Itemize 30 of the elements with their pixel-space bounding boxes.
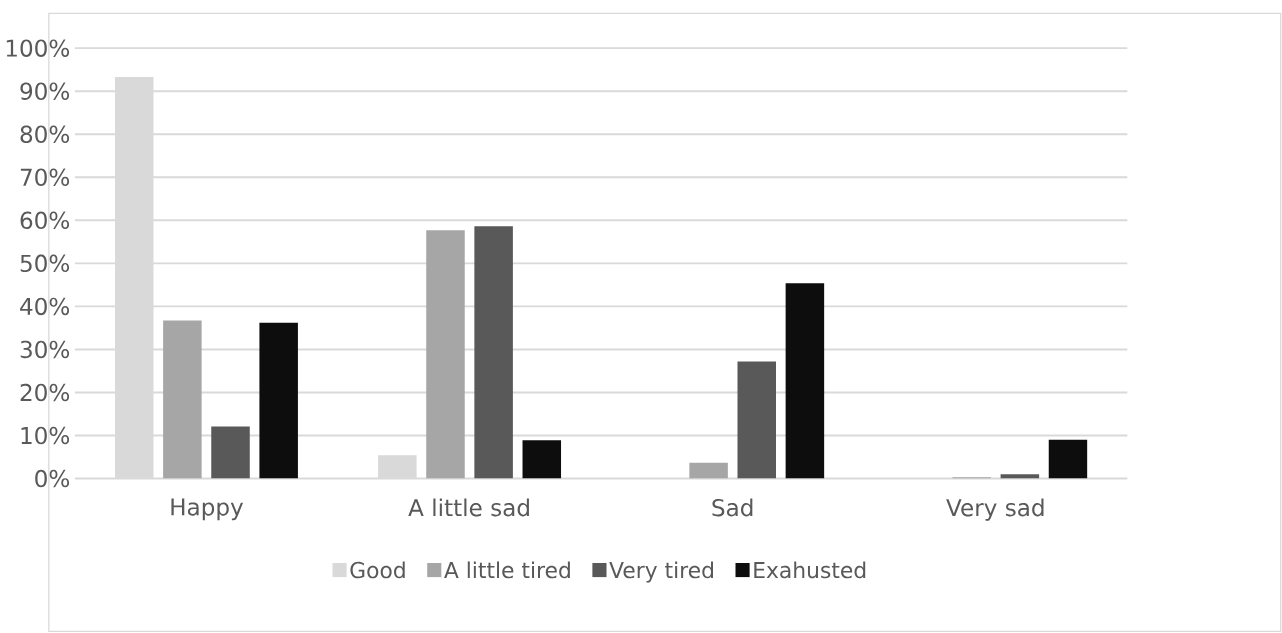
y-tick-label: 30% [20,340,70,359]
bar [1000,474,1040,479]
bar [689,462,728,479]
bar [474,226,513,479]
y-tick-label: 90% [20,82,70,101]
legend-label: Very tired [609,561,713,583]
x-tick-label: Very sad [946,498,1044,522]
y-tick-label: 80% [20,125,70,144]
y-tick-label: 100% [6,39,70,58]
y-tick-label: 70% [20,168,70,187]
y-tick-label: 10% [21,426,70,445]
y-tick-label: 60% [20,211,70,230]
bar [211,426,250,479]
bar [785,283,825,479]
bar [1048,440,1088,479]
y-tick-label: 20% [20,383,70,402]
x-tick-label: Happy [171,498,244,521]
bar [163,320,202,479]
x-tick-label: A little sad [408,498,529,517]
x-tick-label: Sad [712,498,753,517]
bar [737,361,776,479]
y-tick-label: 0% [35,470,70,488]
y-tick-label: 50% [20,254,70,273]
legend-label: Exahusted [754,561,866,579]
bar [426,230,465,479]
bar [259,322,298,479]
y-tick-label: 40% [20,297,70,316]
legend-label: A little tired [444,561,570,579]
legend-label: Good [350,561,405,579]
bar [522,440,562,479]
